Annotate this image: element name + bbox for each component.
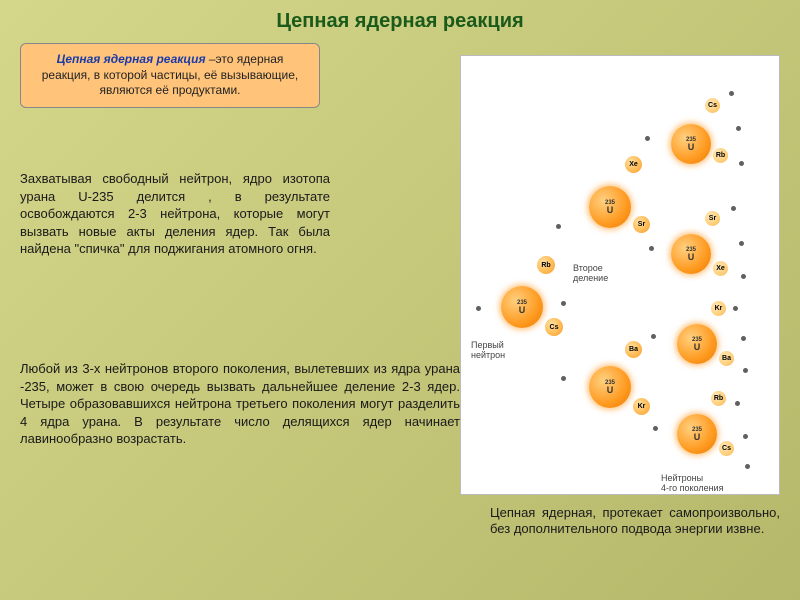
- neutron: [731, 206, 736, 211]
- neutron: [745, 464, 750, 469]
- definition-highlight: Цепная ядерная реакция: [57, 52, 206, 66]
- fission-fragment: Ba: [719, 351, 734, 366]
- uranium-nucleus: 235U: [671, 124, 711, 164]
- neutron: [736, 126, 741, 131]
- uranium-nucleus: 235U: [589, 366, 631, 408]
- neutron: [729, 91, 734, 96]
- generation-label: Второе деление: [573, 264, 608, 284]
- fission-fragment: Rb: [537, 256, 555, 274]
- neutron: [645, 136, 650, 141]
- diagram-caption: Цепная ядерная, протекает самопроизвольн…: [490, 505, 780, 538]
- neutron: [741, 336, 746, 341]
- fission-fragment: Rb: [713, 148, 728, 163]
- neutron: [739, 241, 744, 246]
- uranium-nucleus: 235U: [677, 414, 717, 454]
- fission-fragment: Kr: [633, 398, 650, 415]
- fission-fragment: Rb: [711, 391, 726, 406]
- neutron: [561, 301, 566, 306]
- neutron: [561, 376, 566, 381]
- fission-fragment: Sr: [705, 211, 720, 226]
- uranium-nucleus: 235U: [677, 324, 717, 364]
- neutron: [743, 368, 748, 373]
- definition-box: Цепная ядерная реакция –это ядерная реак…: [20, 43, 320, 108]
- fission-fragment: Sr: [633, 216, 650, 233]
- uranium-nucleus: 235U: [589, 186, 631, 228]
- neutron: [476, 306, 481, 311]
- neutron: [733, 306, 738, 311]
- chain-reaction-diagram: 235U235U235U235U235U235U235URbCsXeSrBaKr…: [460, 55, 780, 495]
- generation-label: Нейтроны 4-го поколения: [661, 474, 723, 494]
- paragraph-1: Захватывая свободный нейтрон, ядро изото…: [20, 170, 330, 258]
- neutron: [743, 434, 748, 439]
- generation-label: Первый нейтрон: [471, 341, 505, 361]
- neutron: [735, 401, 740, 406]
- page-title: Цепная ядерная реакция: [0, 0, 800, 39]
- fission-fragment: Xe: [625, 156, 642, 173]
- neutron: [651, 334, 656, 339]
- neutron: [741, 274, 746, 279]
- fission-fragment: Cs: [705, 98, 720, 113]
- fission-fragment: Cs: [719, 441, 734, 456]
- neutron: [649, 246, 654, 251]
- neutron: [556, 224, 561, 229]
- fission-fragment: Cs: [545, 318, 563, 336]
- fission-fragment: Kr: [711, 301, 726, 316]
- neutron: [653, 426, 658, 431]
- neutron: [739, 161, 744, 166]
- uranium-nucleus: 235U: [671, 234, 711, 274]
- fission-fragment: Xe: [713, 261, 728, 276]
- fission-fragment: Ba: [625, 341, 642, 358]
- paragraph-2: Любой из 3-х нейтронов второго поколения…: [20, 360, 460, 448]
- uranium-nucleus: 235U: [501, 286, 543, 328]
